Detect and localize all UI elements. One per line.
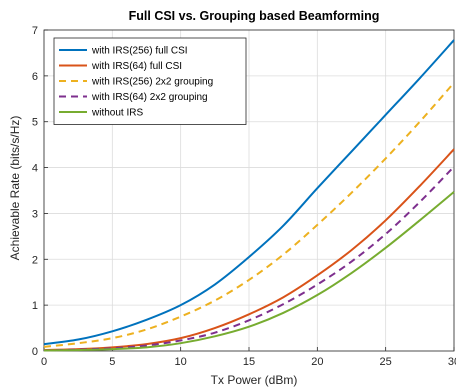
y-tick-label: 7 — [32, 25, 38, 37]
x-tick-label: 0 — [41, 356, 47, 368]
series-line-5 — [43, 191, 455, 352]
legend-label: with IRS(256) full CSI — [91, 46, 188, 57]
chart-title: Full CSI vs. Grouping based Beamforming — [129, 9, 380, 23]
y-axis-label: Achievable Rate (bits/s/Hz) — [8, 116, 22, 261]
plot-frame — [43, 29, 455, 352]
x-tick-label: 30 — [448, 356, 456, 368]
y-tick-label: 5 — [32, 117, 38, 129]
legend-label: with IRS(64) full CSI — [91, 61, 182, 72]
legend-label: without IRS — [91, 108, 143, 119]
series-line-4 — [43, 165, 455, 352]
legend: with IRS(256) full CSI with IRS(64) full … — [53, 37, 247, 125]
y-tick-label: 2 — [32, 254, 38, 266]
legend-label: with IRS(256) 2x2 grouping — [91, 77, 213, 88]
y-tick-label: 3 — [32, 208, 38, 220]
x-tick-label: 20 — [311, 356, 323, 368]
y-tick-label: 0 — [32, 346, 38, 358]
series-line-3 — [43, 82, 455, 348]
x-tick-label: 15 — [243, 356, 255, 368]
legend-label: with IRS(64) 2x2 grouping — [91, 92, 208, 103]
series-line-2 — [43, 148, 455, 352]
y-tick-label: 4 — [32, 163, 38, 175]
series-line-1 — [43, 39, 455, 346]
y-tick-label: 6 — [32, 71, 38, 83]
x-axis-label: Tx Power (dBm) — [211, 373, 298, 387]
tick-labels: 0 5 10 15 20 25 30 0 1 2 3 4 5 6 7 — [32, 25, 456, 368]
y-tick-label: 1 — [32, 300, 38, 312]
x-tick-label: 25 — [380, 356, 392, 368]
x-tick-label: 5 — [109, 356, 115, 368]
plot-area — [43, 39, 455, 352]
x-tick-label: 10 — [175, 356, 187, 368]
